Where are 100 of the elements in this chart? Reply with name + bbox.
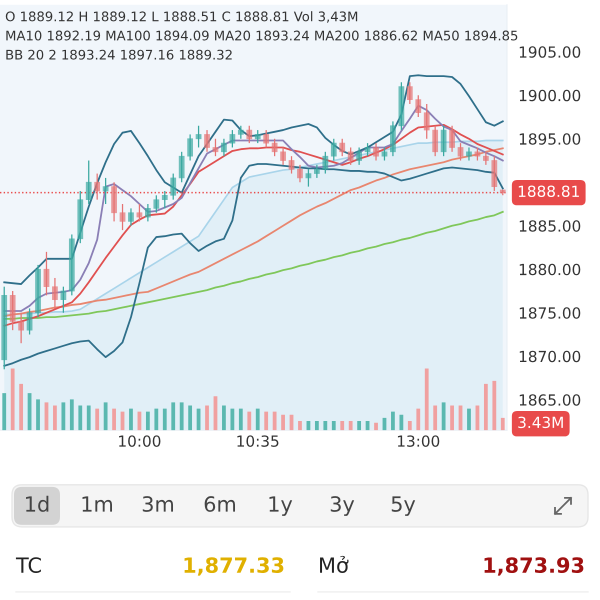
candlestick	[18, 312, 24, 344]
bar	[2, 393, 6, 430]
candlestick	[221, 138, 227, 157]
bar	[484, 384, 488, 430]
candlestick	[136, 203, 142, 222]
candlestick	[432, 125, 438, 157]
bar	[10, 368, 15, 430]
bar	[306, 420, 310, 430]
candlestick	[86, 160, 92, 205]
bar	[458, 406, 462, 430]
candlestick	[306, 168, 312, 188]
bar	[467, 408, 471, 430]
candlestick	[424, 103, 430, 140]
bar	[154, 408, 158, 430]
bar	[391, 412, 395, 430]
candlestick	[26, 308, 32, 336]
text: 1m	[82, 496, 112, 512]
candlestick	[170, 172, 176, 200]
text: Mở	[320, 556, 349, 573]
bar	[196, 408, 200, 430]
bar	[112, 408, 116, 430]
candlestick	[102, 177, 109, 205]
bar	[129, 408, 133, 430]
candlestick	[229, 129, 236, 148]
bar	[86, 406, 91, 430]
y-tick-label: 1900.00	[520, 90, 580, 102]
bar	[247, 412, 252, 430]
text: 5y	[392, 496, 416, 516]
bar	[314, 420, 319, 430]
bar	[290, 414, 294, 430]
bar	[28, 393, 32, 430]
candlestick	[297, 164, 303, 183]
bar	[450, 406, 454, 430]
x-tick-label: 10:00	[119, 435, 160, 447]
candlestick	[120, 203, 126, 231]
candlestick	[330, 138, 337, 162]
y-tick-label: 1865.00	[520, 394, 580, 406]
bar	[366, 420, 370, 430]
candlestick	[187, 134, 194, 162]
bar	[104, 402, 108, 430]
bar	[476, 406, 480, 430]
x-tick-label: 13:00	[398, 435, 440, 447]
bar	[298, 420, 302, 430]
candlestick	[204, 129, 210, 152]
bar	[205, 406, 209, 430]
candlestick	[339, 138, 346, 157]
bar	[424, 368, 429, 430]
text: 3m	[142, 496, 174, 512]
y-tick-label: 1880.00	[520, 264, 580, 276]
y-tick-label: 1905.00	[520, 46, 580, 58]
x-tick-label: 10:35	[237, 435, 278, 447]
candlestick	[382, 146, 388, 162]
bar	[180, 402, 184, 430]
candlestick	[364, 142, 370, 157]
bar	[70, 399, 74, 430]
bar	[19, 384, 24, 430]
candlestick	[94, 172, 100, 200]
candlestick	[162, 190, 168, 209]
text: 3.43M	[518, 416, 563, 428]
bar	[44, 402, 48, 430]
bar	[399, 414, 404, 430]
candlestick	[466, 146, 472, 162]
candlestick	[288, 156, 294, 174]
bar	[416, 408, 420, 430]
bar	[357, 420, 362, 430]
candlestick	[196, 125, 202, 148]
bar	[95, 408, 100, 430]
candlestick	[272, 138, 278, 157]
bar	[382, 418, 386, 430]
candlestick	[128, 208, 134, 226]
bar	[171, 402, 176, 430]
bar	[230, 408, 234, 430]
y-tick-label: 1895.00	[520, 133, 580, 145]
y-tick-label: 1875.00	[520, 307, 580, 319]
annotation: MA10 1892.19 MA100 1894.09 MA20 1893.24 MA200 1886.62 MA50 1894.85	[6, 30, 518, 41]
y-tick-label: 1870.00	[520, 350, 580, 362]
bar	[222, 406, 226, 430]
candlestick	[238, 125, 244, 140]
text: TC	[16, 557, 41, 573]
line-series	[3, 74, 504, 285]
annotation: BB 20 2 1893.24 1897.16 1889.32	[6, 50, 232, 60]
candlestick	[406, 82, 413, 105]
candlestick	[482, 151, 489, 166]
candlestick	[280, 146, 286, 166]
bar	[53, 406, 57, 430]
bar	[256, 408, 260, 430]
candlestick	[458, 142, 464, 162]
candlestick	[153, 194, 160, 214]
candlestick	[314, 164, 320, 179]
candlestick	[348, 146, 354, 166]
candlestick	[440, 125, 447, 157]
bar	[61, 402, 66, 430]
bar	[214, 396, 218, 430]
candlestick	[474, 146, 480, 162]
candlestick	[212, 138, 218, 157]
bar	[146, 412, 150, 430]
bar	[78, 406, 82, 430]
ref-line-label: 1888.81	[518, 185, 579, 198]
candlestick	[254, 129, 261, 144]
candlestick	[178, 151, 185, 183]
